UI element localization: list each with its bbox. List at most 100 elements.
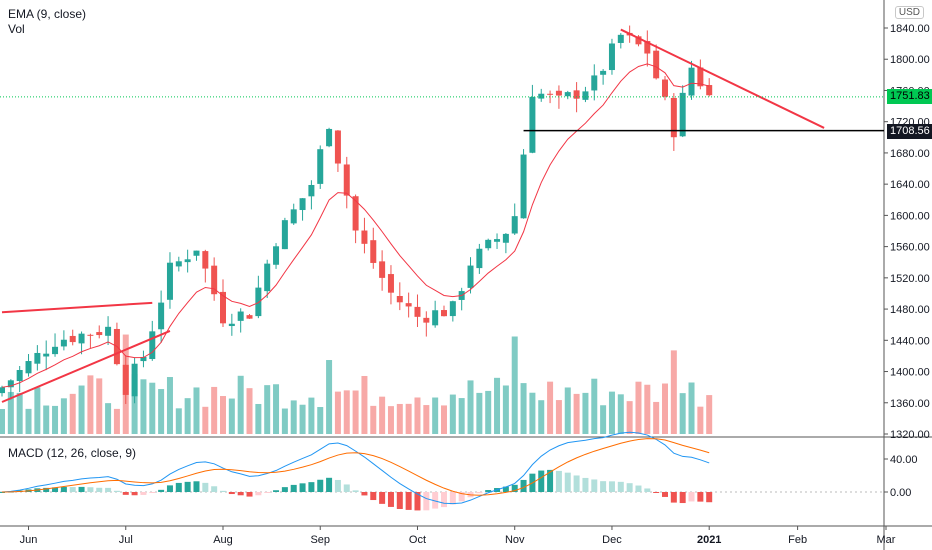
volume-bar [352,390,359,434]
candle-body [600,70,607,75]
volume-bar [220,396,226,434]
last-price-tag: 1751.83 [887,89,932,104]
candle-body [467,265,474,288]
volume-bar [131,374,138,434]
macd-histogram-bar [255,492,262,496]
volume-bar [184,398,191,434]
price-tick-label: 1840.00 [890,23,930,35]
volume-bar [617,394,624,434]
macd-histogram-bar [326,477,333,492]
price-tick-label: 1360.00 [890,398,930,410]
volume-bar [78,385,85,434]
volume-bar [158,389,165,434]
volume-bar [87,375,94,434]
macd-tick-label: 0.00 [890,487,911,499]
volume-bar [582,392,589,434]
price-tick-label: 1600.00 [890,210,930,222]
time-label: Dec [602,534,622,546]
candle-body [43,353,50,357]
candle-body [87,334,94,336]
candle-body [202,251,209,269]
candle-body [105,326,112,336]
volume-bar [264,385,271,434]
price-tick-label: 1440.00 [890,335,930,347]
macd-histogram-bar [246,492,253,497]
candle-body [662,79,668,97]
candle-body [69,335,76,343]
volume-bar [653,401,660,434]
candle-body [414,306,421,317]
macd-histogram-bar [334,479,341,492]
candle-body [547,93,554,95]
volume-bar [281,408,288,434]
candle-body [299,198,306,211]
macd-histogram-bar [290,484,297,492]
macd-histogram-bar [423,492,430,511]
volume-bar [308,397,315,434]
volume-bar [16,392,23,434]
candle-body [264,263,271,292]
macd-histogram-bar [193,481,200,492]
macd-histogram-bar [166,485,173,492]
macd-histogram-bar [396,492,403,509]
candle-body [281,220,288,250]
volume-bar [228,398,235,434]
macd-histogram-bar [158,489,165,492]
volume-bar [423,405,430,434]
macd-histogram-bar [697,492,704,502]
candle-body [617,34,624,43]
candle-body [131,363,138,397]
volume-bar [25,408,32,434]
macd-histogram-bar [228,492,235,495]
volume-bar [149,382,156,434]
candle-body [326,128,333,147]
candle-body [96,332,103,336]
currency-badge[interactable]: USD [894,6,924,19]
volume-bar [255,403,262,434]
macd-histogram-bar [555,470,562,492]
volume-bar [299,404,306,434]
volume-bar [449,394,456,434]
candle-body [273,246,280,265]
macd-histogram-bar [317,479,324,492]
candle-body [511,216,518,234]
volume-bar [334,391,341,434]
candle-body [228,323,235,327]
macd-histogram-bar [122,492,129,495]
macd-histogram-bar [573,475,580,492]
volume-bar [441,405,447,434]
trendline-upper-wedge [1,301,153,314]
time-label: Feb [788,534,807,546]
volume-bar [326,360,333,434]
volume-bar [432,397,439,434]
volume-bar [317,407,324,434]
macd-histogram-bar [273,490,280,492]
macd-histogram-bar [387,492,394,507]
macd-histogram-bar [600,481,607,492]
macd-histogram-bar [520,479,527,492]
macd-histogram-bar [511,484,518,492]
time-label: Aug [213,534,233,546]
macd-histogram-bar [502,486,509,492]
macd-histogram-bar [299,483,306,492]
candle-body [334,130,341,164]
candle-body [361,230,368,244]
volume-bar [564,387,571,434]
macd-histogram-bar [449,492,456,505]
candle-body [184,259,191,263]
macd-histogram-bar [432,492,439,509]
volume-bar [467,380,474,434]
macd-histogram-bar [547,469,554,492]
macd-histogram-bar [131,492,138,496]
candle-body [166,262,173,300]
candle-body [529,96,536,153]
macd-histogram-bar [485,490,492,492]
time-label: Oct [409,534,426,546]
volume-bar [290,400,297,434]
candle-body [538,93,545,99]
volume-bar [396,403,403,434]
ema-line [1,63,710,388]
macd-histogram-bar [476,492,483,494]
volume-bar [679,393,686,434]
